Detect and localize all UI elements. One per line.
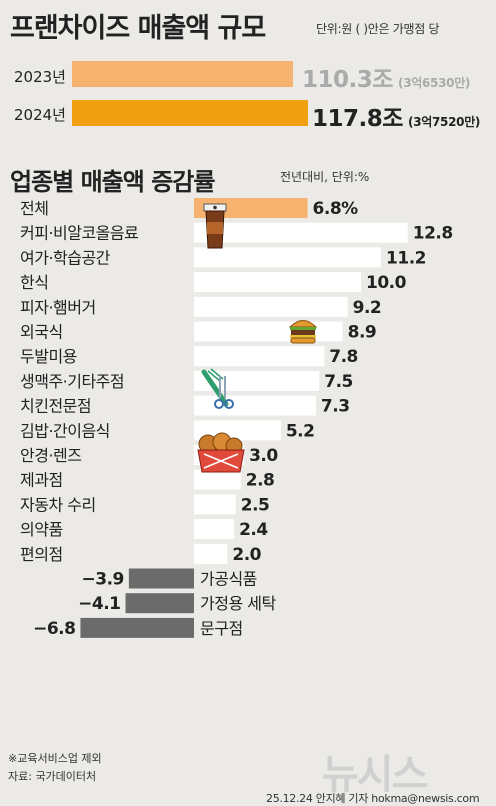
bar-6 xyxy=(194,346,325,367)
year-value-2024: 117.8조 xyxy=(312,106,403,132)
coffee-cup-icon xyxy=(203,203,227,249)
category-label-12: 자동차 수리 xyxy=(20,495,96,514)
value-label-5: 8.9 xyxy=(348,323,377,343)
category-label-8: 치킨전문점 xyxy=(20,397,91,416)
value-label-6: 7.8 xyxy=(329,347,358,367)
value-label-3: 10.0 xyxy=(366,273,407,293)
footnote: ※교육서비스업 제외 xyxy=(8,752,102,765)
category-label-5: 외국식 xyxy=(20,323,63,342)
bar-5 xyxy=(194,321,343,342)
fried-chicken-icon xyxy=(197,432,245,473)
bar-16 xyxy=(125,593,194,614)
value-label-2: 11.2 xyxy=(386,248,426,268)
source: 자료: 국가데이터처 xyxy=(8,770,97,783)
value-label-0: 6.8% xyxy=(313,199,359,219)
year-sub-2024: (3억7520만) xyxy=(408,115,481,129)
year-bar-2024 xyxy=(72,100,308,126)
value-label-8: 7.3 xyxy=(321,397,350,417)
bar-4 xyxy=(194,296,348,317)
category-label-6: 두발미용 xyxy=(20,347,77,366)
category-label-1: 커피·비알코올음료 xyxy=(20,224,138,243)
category-label-17: 문구점 xyxy=(200,619,243,638)
category-label-9: 김밥·간이음식 xyxy=(20,421,110,440)
value-label-11: 2.8 xyxy=(246,471,275,491)
year-label-2023: 2023년 xyxy=(14,68,66,86)
year-sub-2023: (3억6530만) xyxy=(398,76,471,90)
bar-13 xyxy=(194,519,235,540)
credit: 25.12.24 안지혜 기자 hokma@newsis.com xyxy=(266,792,480,805)
watermark: 뉴시스 xyxy=(322,752,428,798)
bar-1 xyxy=(194,222,408,243)
category-label-4: 피자·햄버거 xyxy=(20,298,96,317)
category-label-16: 가정용 세탁 xyxy=(200,594,276,613)
year-bar-2023 xyxy=(72,61,293,87)
year-label-2024: 2024년 xyxy=(14,106,66,124)
value-label-1: 12.8 xyxy=(413,224,453,244)
value-label-15: −3.9 xyxy=(82,570,124,590)
category-label-14: 편의점 xyxy=(20,545,63,564)
category-label-7: 생맥주·기타주점 xyxy=(20,372,124,391)
value-label-14: 2.0 xyxy=(232,545,261,565)
category-label-0: 전체 xyxy=(20,199,48,218)
section-unit: 전년대비, 단위:% xyxy=(280,170,370,184)
value-label-13: 2.4 xyxy=(239,520,268,540)
category-label-15: 가공식품 xyxy=(200,570,257,589)
bar-12 xyxy=(194,494,236,515)
value-label-9: 5.2 xyxy=(286,421,315,441)
value-label-4: 9.2 xyxy=(353,298,382,318)
category-label-3: 한식 xyxy=(20,273,48,292)
value-label-10: 3.0 xyxy=(249,446,278,466)
category-label-10: 안경·렌즈 xyxy=(20,446,81,465)
value-label-16: −4.1 xyxy=(78,594,120,614)
bar-11 xyxy=(194,469,241,490)
unit-note: 단위:원 ( )안은 가맹점 당 xyxy=(316,22,440,36)
comb-scissors-icon xyxy=(201,368,234,409)
category-label-2: 여가·학습공간 xyxy=(20,248,111,267)
value-label-12: 2.5 xyxy=(241,495,270,515)
year-value-2023: 110.3조 xyxy=(302,67,393,93)
section-title: 업종별 매출액 증감률 xyxy=(10,168,215,196)
burger-icon xyxy=(288,320,318,344)
value-label-7: 7.5 xyxy=(324,372,353,392)
bar-8 xyxy=(194,395,316,416)
category-label-11: 제과점 xyxy=(20,471,63,490)
bar-15 xyxy=(128,568,194,589)
bar-3 xyxy=(194,272,361,293)
category-label-13: 의약품 xyxy=(20,520,63,539)
bar-14 xyxy=(194,543,228,564)
value-label-17: −6.8 xyxy=(33,619,75,639)
bar-17 xyxy=(80,617,194,638)
page-title: 프랜차이즈 매출액 규모 xyxy=(10,13,266,44)
bar-2 xyxy=(194,247,382,268)
